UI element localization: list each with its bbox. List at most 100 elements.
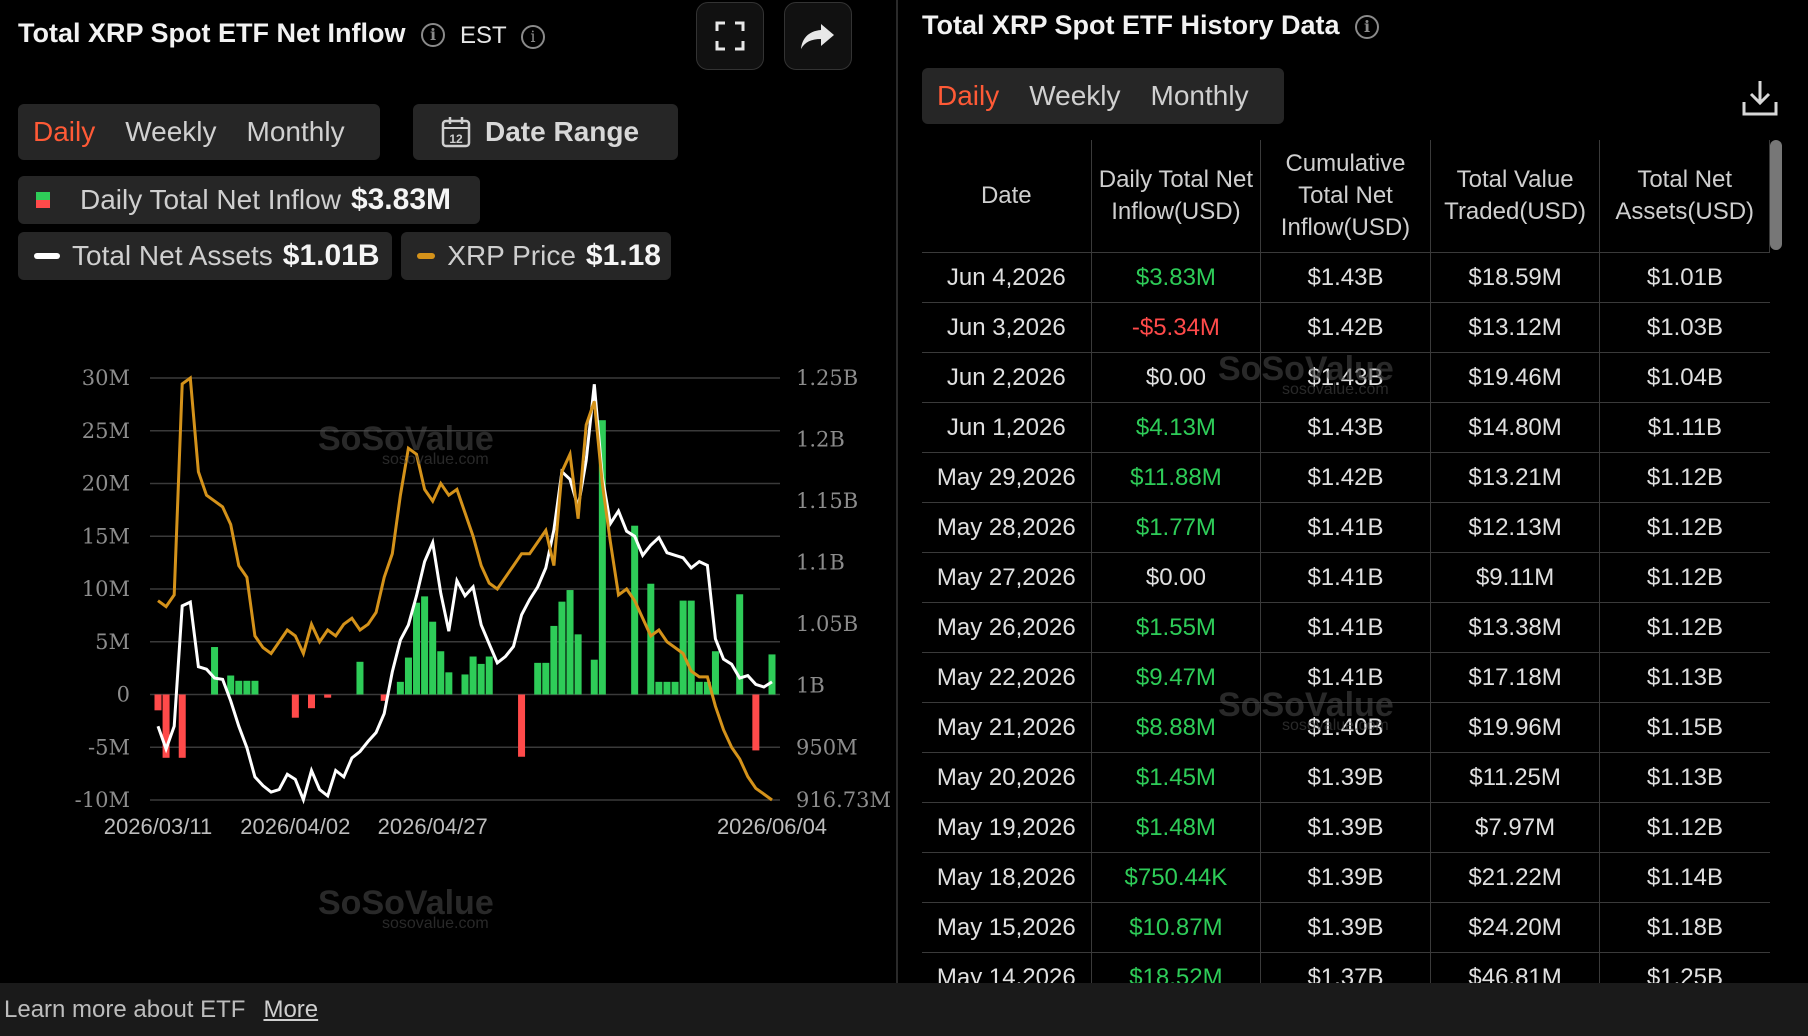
cell-cumulative: $1.37B	[1260, 952, 1431, 983]
legend-net-assets[interactable]: Total Net Assets $1.01B	[18, 232, 392, 280]
table-row[interactable]: May 20,2026 $1.45M $1.39B $11.25M $1.13B	[922, 752, 1770, 803]
table-row[interactable]: May 26,2026 $1.55M $1.41B $13.38M $1.12B	[922, 602, 1770, 653]
tab-monthly[interactable]: Monthly	[246, 116, 345, 147]
footer-more-link[interactable]: More	[263, 995, 319, 1023]
watermark-text-2: SoSoValue	[318, 884, 494, 922]
history-tab-daily[interactable]: Daily	[937, 80, 1000, 111]
table-row[interactable]: May 21,2026 $8.88M $1.40B $19.96M $1.15B	[922, 702, 1770, 753]
inflow-bar	[768, 654, 776, 695]
x-tick-label: 2026/04/02	[240, 814, 350, 839]
cell-cumulative: $1.41B	[1260, 552, 1431, 603]
history-tab-weekly[interactable]: Weekly	[1029, 80, 1121, 111]
legend-xrp-price[interactable]: XRP Price $1.18	[401, 232, 671, 280]
y-left-tick-label: 0	[117, 683, 130, 707]
col-net-assets[interactable]: Total Net Assets(USD)	[1599, 140, 1770, 253]
inflow-bar	[518, 694, 526, 757]
table-header-row: Date Daily Total Net Inflow(USD) Cumulat…	[922, 140, 1770, 253]
chart-title: Total XRP Spot ETF Net Inflow i	[18, 18, 446, 49]
cell-cumulative: $1.41B	[1260, 502, 1431, 553]
table-row[interactable]: Jun 1,2026 $4.13M $1.43B $14.80M $1.11B	[922, 402, 1770, 453]
table-row[interactable]: Jun 3,2026 -$5.34M $1.42B $13.12M $1.03B	[922, 302, 1770, 353]
inflow-bar	[598, 420, 606, 695]
legend-daily-inflow[interactable]: Daily Total Net Inflow $3.83M	[18, 176, 480, 224]
cell-cumulative: $1.39B	[1260, 852, 1431, 903]
inflow-chart[interactable]: 30M 25M 20M 15M 10M 5M 0 -5M -10M 1.25B 1.2B 1.15B 1…	[0, 330, 896, 970]
cell-daily-inflow: $18.52M	[1090, 952, 1261, 983]
cell-traded: $14.80M	[1429, 402, 1600, 453]
cell-date: May 29,2026	[922, 452, 1092, 503]
legend-assets-label: Total Net Assets	[72, 240, 273, 271]
info-icon[interactable]: i	[421, 22, 446, 47]
cell-cumulative: $1.41B	[1260, 602, 1431, 653]
history-info-icon[interactable]: i	[1355, 14, 1380, 39]
inflow-bar	[477, 663, 485, 695]
history-period-tabs: Daily Weekly Monthly	[922, 68, 1284, 124]
fullscreen-icon	[715, 21, 745, 51]
cell-traded: $7.97M	[1429, 802, 1600, 853]
cell-daily-inflow: $9.47M	[1090, 652, 1261, 703]
cell-traded: $13.38M	[1429, 602, 1600, 653]
share-button[interactable]	[784, 2, 852, 70]
cell-cumulative: $1.39B	[1260, 902, 1431, 953]
inflow-bar	[469, 656, 477, 695]
cell-daily-inflow: $1.45M	[1090, 752, 1261, 803]
inflow-bar	[631, 525, 639, 695]
table-scrollbar[interactable]	[1770, 140, 1782, 250]
y-right-tick-label: 1.05B	[796, 612, 858, 636]
download-icon[interactable]	[1740, 78, 1780, 118]
y-right-tick-label: 1.15B	[796, 489, 858, 513]
legend-price-value: $1.18	[585, 239, 661, 272]
fullscreen-button[interactable]	[696, 2, 764, 70]
cell-daily-inflow: $11.88M	[1090, 452, 1261, 503]
cell-assets: $1.11B	[1599, 402, 1770, 453]
cell-assets: $1.14B	[1599, 852, 1770, 903]
inflow-bar	[695, 681, 703, 695]
table-row[interactable]: May 29,2026 $11.88M $1.42B $13.21M $1.12B	[922, 452, 1770, 503]
cell-cumulative: $1.40B	[1260, 702, 1431, 753]
col-value-traded[interactable]: Total Value Traded(USD)	[1429, 140, 1601, 253]
table-row[interactable]: May 14,2026 $18.52M $1.37B $46.81M $1.25B	[922, 952, 1770, 983]
cell-date: May 14,2026	[922, 952, 1092, 983]
tab-daily[interactable]: Daily	[33, 116, 96, 147]
inflow-bar	[687, 600, 695, 695]
table-row[interactable]: May 28,2026 $1.77M $1.41B $12.13M $1.12B	[922, 502, 1770, 553]
history-watermark-sub-2: sosovalue.com	[1282, 717, 1389, 734]
table-row[interactable]: May 18,2026 $750.44K $1.39B $21.22M $1.14B	[922, 852, 1770, 903]
cell-assets: $1.15B	[1599, 702, 1770, 753]
net-assets-line	[156, 384, 773, 805]
y-left-tick-label: 30M	[82, 366, 130, 390]
table-row[interactable]: Jun 4,2026 $3.83M $1.43B $18.59M $1.01B	[922, 252, 1770, 303]
cell-assets: $1.01B	[1599, 252, 1770, 303]
table-row[interactable]: Jun 2,2026 $0.00 $1.43B $19.46M $1.04B	[922, 352, 1770, 403]
inflow-bar	[485, 656, 493, 695]
table-row[interactable]: May 22,2026 $9.47M $1.41B $17.18M $1.13B	[922, 652, 1770, 703]
table-row[interactable]: May 27,2026 $0.00 $1.41B $9.11M $1.12B	[922, 552, 1770, 603]
cell-traded: $17.18M	[1429, 652, 1600, 703]
legend-assets-value: $1.01B	[282, 239, 380, 272]
legend-inflow-label: Daily Total Net Inflow	[80, 184, 341, 215]
calendar-icon: 12	[441, 117, 471, 148]
col-cumulative-inflow[interactable]: Cumulative Total Net Inflow(USD)	[1260, 140, 1431, 253]
table-row[interactable]: May 15,2026 $10.87M $1.39B $24.20M $1.18B	[922, 902, 1770, 953]
watermark-text: SoSoValue	[318, 420, 494, 458]
history-tab-monthly[interactable]: Monthly	[1150, 80, 1249, 111]
inflow-bar	[178, 694, 186, 758]
cell-daily-inflow: $1.48M	[1090, 802, 1261, 853]
chart-period-tabs: Daily Weekly Monthly	[18, 104, 380, 160]
table-row[interactable]: May 19,2026 $1.48M $1.39B $7.97M $1.12B	[922, 802, 1770, 853]
date-range-button[interactable]: 12 Date Range	[413, 104, 678, 160]
watermark-top: SoSoValue sosovalue.com	[318, 420, 494, 469]
inflow-bar	[542, 662, 550, 695]
timezone-info-icon[interactable]: i	[520, 24, 545, 49]
cell-traded: $12.13M	[1429, 502, 1600, 553]
col-date[interactable]: Date	[922, 140, 1092, 253]
inflow-bar	[227, 675, 235, 695]
inflow-bar	[162, 694, 170, 758]
tab-weekly[interactable]: Weekly	[125, 116, 217, 147]
col-daily-inflow[interactable]: Daily Total Net Inflow(USD)	[1090, 140, 1262, 253]
history-panel: Total XRP Spot ETF History Data i Daily …	[898, 0, 1808, 983]
inflow-bar	[243, 680, 251, 695]
cell-daily-inflow: $0.00	[1090, 552, 1261, 603]
footer-text: Learn more about ETF	[4, 995, 246, 1023]
cell-assets: $1.13B	[1599, 652, 1770, 703]
